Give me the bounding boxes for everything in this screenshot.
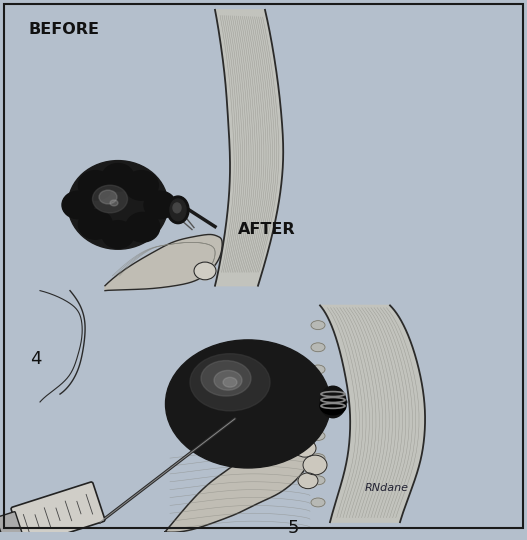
Ellipse shape [170, 199, 186, 221]
Ellipse shape [124, 171, 158, 200]
Ellipse shape [165, 340, 330, 468]
Ellipse shape [298, 473, 318, 489]
Ellipse shape [144, 191, 176, 219]
Polygon shape [165, 436, 310, 532]
Ellipse shape [214, 370, 242, 390]
Ellipse shape [311, 476, 325, 485]
Text: RNdane: RNdane [365, 483, 409, 492]
Ellipse shape [173, 203, 181, 213]
Ellipse shape [223, 377, 237, 387]
Polygon shape [105, 234, 222, 291]
Ellipse shape [311, 498, 325, 507]
Text: BEFORE: BEFORE [28, 22, 99, 37]
Ellipse shape [311, 365, 325, 374]
Polygon shape [320, 306, 425, 522]
Ellipse shape [311, 321, 325, 329]
Ellipse shape [102, 164, 134, 191]
Ellipse shape [311, 409, 325, 418]
Ellipse shape [93, 185, 128, 213]
Ellipse shape [320, 397, 346, 415]
Ellipse shape [311, 343, 325, 352]
Text: 5: 5 [288, 519, 299, 537]
Ellipse shape [68, 160, 168, 249]
Polygon shape [215, 10, 283, 286]
Ellipse shape [126, 212, 160, 242]
Ellipse shape [320, 386, 346, 418]
Text: 4: 4 [30, 350, 42, 368]
Ellipse shape [99, 190, 117, 204]
Ellipse shape [110, 200, 118, 206]
FancyBboxPatch shape [11, 482, 105, 540]
Ellipse shape [102, 221, 134, 248]
Ellipse shape [311, 431, 325, 441]
Ellipse shape [311, 454, 325, 463]
Ellipse shape [79, 210, 112, 239]
Ellipse shape [62, 191, 94, 219]
Ellipse shape [79, 171, 112, 200]
Ellipse shape [190, 354, 270, 411]
Ellipse shape [311, 387, 325, 396]
Ellipse shape [201, 361, 251, 396]
Ellipse shape [303, 455, 327, 475]
Ellipse shape [167, 196, 189, 224]
Ellipse shape [294, 440, 316, 457]
FancyBboxPatch shape [0, 512, 25, 540]
Text: AFTER: AFTER [238, 222, 296, 237]
Ellipse shape [194, 262, 216, 280]
